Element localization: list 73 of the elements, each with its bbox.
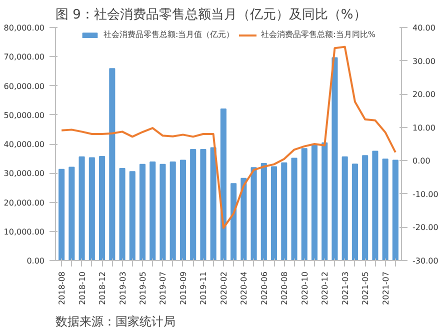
y2-tick-label: 20.00 xyxy=(412,90,436,100)
chart-title: 图 9：社会消费品零售总额当月（亿元）及同比（%） xyxy=(56,8,366,22)
bar xyxy=(281,162,288,260)
bar xyxy=(99,156,106,260)
x-tick-label: 2019-11 xyxy=(199,271,208,305)
x-tick-label: 2019-03 xyxy=(118,271,128,305)
bar xyxy=(180,160,186,260)
bar xyxy=(150,162,156,260)
y2-tick-label: 10.00 xyxy=(412,123,436,132)
y-tick-label: 60,000.00 xyxy=(4,82,45,91)
bar xyxy=(250,167,257,260)
bar xyxy=(88,157,95,260)
line-series xyxy=(60,46,396,229)
y2-tick-label: 30.00 xyxy=(412,56,436,66)
bar xyxy=(352,164,358,260)
y-tick-label: 20,000.00 xyxy=(4,198,45,208)
legend-label: 社会消费品零售总额:当月同比% xyxy=(261,29,376,40)
bar xyxy=(220,108,226,260)
bar xyxy=(109,68,116,260)
x-tick-label: 2018-08 xyxy=(58,271,67,305)
bar xyxy=(301,148,308,260)
bar xyxy=(332,57,338,260)
x-tick-label: 2021-07 xyxy=(381,271,390,305)
bar xyxy=(78,156,85,260)
bar xyxy=(342,156,348,260)
x-tick-label: 2020-12 xyxy=(320,271,330,305)
y-tick-label: 30,000.00 xyxy=(4,169,45,178)
bar xyxy=(139,164,146,260)
y2-tick-label: -20.00 xyxy=(412,223,438,232)
y-tick-label: 70,000.00 xyxy=(4,52,45,62)
legend-label: 社会消费品零售总额:当月值（亿元） xyxy=(104,29,234,40)
source-note: 数据来源：国家统计局 xyxy=(56,314,176,328)
y-tick-label: 0.00 xyxy=(26,256,44,266)
y2-tick-label: -10.00 xyxy=(412,190,438,199)
bar xyxy=(160,164,166,260)
bar xyxy=(322,142,328,260)
bar xyxy=(362,155,368,260)
x-tick-label: 2020-08 xyxy=(280,271,290,305)
y-tick-label: 50,000.00 xyxy=(4,110,45,120)
bar xyxy=(311,144,318,260)
x-tick-label: 2020-02 xyxy=(219,271,228,305)
x-tick-label: 2018-12 xyxy=(98,271,108,305)
bar xyxy=(68,166,75,260)
y-tick-label: 40,000.00 xyxy=(4,140,45,149)
y2-tick-label: 0.00 xyxy=(412,156,430,166)
bar xyxy=(230,183,237,260)
bar xyxy=(372,150,378,260)
x-tick-label: 2020-04 xyxy=(240,271,249,305)
bar xyxy=(240,178,247,260)
y-tick-label: 10,000.00 xyxy=(4,227,45,236)
bar xyxy=(260,163,267,260)
bar xyxy=(129,171,136,260)
x-tick-label: 2020-10 xyxy=(300,271,310,305)
x-tick-label: 2021-05 xyxy=(361,271,370,305)
y2-tick-label: -30.00 xyxy=(412,256,438,266)
bar xyxy=(58,168,65,260)
x-tick-label: 2019-05 xyxy=(138,271,148,305)
y2-tick-label: 40.00 xyxy=(412,24,436,32)
x-tick-label: 2019-07 xyxy=(158,271,168,305)
bar xyxy=(270,166,278,260)
bar xyxy=(200,149,206,260)
x-tick-label: 2018-10 xyxy=(78,271,87,305)
y-tick-label: 80,000.00 xyxy=(4,24,45,32)
bar xyxy=(119,168,126,260)
x-tick-label: 2019-09 xyxy=(178,271,188,305)
x-tick-label: 2021-03 xyxy=(340,271,350,305)
x-tick-label: 2020-06 xyxy=(260,271,269,305)
bar xyxy=(382,158,388,260)
bar xyxy=(170,162,176,260)
bar xyxy=(210,147,216,260)
bar xyxy=(291,158,298,260)
bar xyxy=(190,149,196,260)
bar xyxy=(392,160,398,260)
